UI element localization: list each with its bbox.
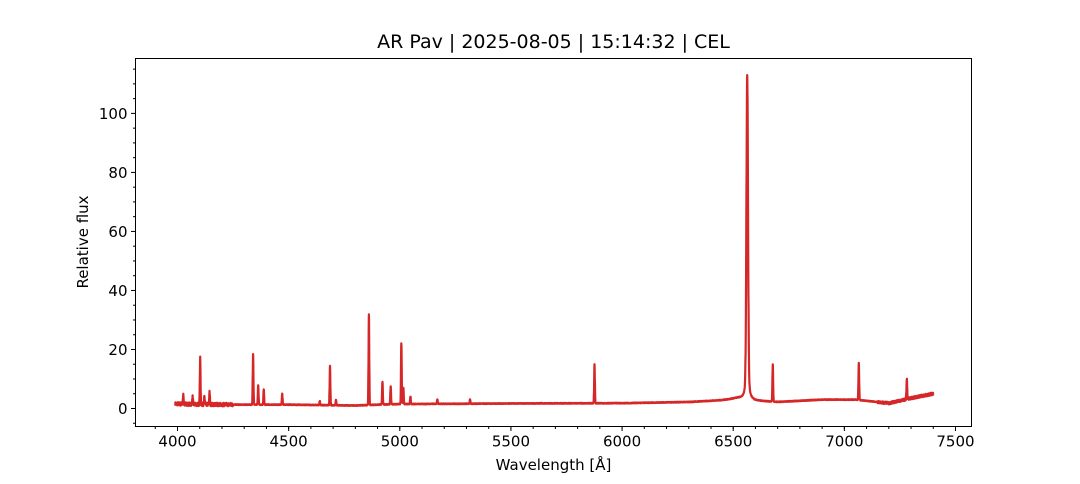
x-tick-label: 5000 — [381, 433, 419, 451]
x-axis: 4000 4500 5000 5500 6000 6500 7000 7500 — [154, 426, 975, 451]
y-axis-label: Relative flux — [74, 195, 92, 288]
chart-title: AR Pav | 2025-08-05 | 15:14:32 | CEL — [377, 31, 730, 53]
x-axis-label: Wavelength [Å] — [496, 455, 612, 474]
plot-area — [174, 74, 935, 408]
x-tick-label: 6500 — [714, 433, 752, 451]
y-tick-label: 60 — [108, 223, 127, 241]
y-axis: 0 20 40 60 80 100 — [99, 68, 136, 424]
x-tick-label: 7500 — [936, 433, 974, 451]
axes-frame — [135, 58, 972, 427]
y-tick-label: 100 — [99, 105, 128, 123]
x-tick-label: 5500 — [492, 433, 530, 451]
y-tick-label: 20 — [108, 341, 127, 359]
y-tick-label: 80 — [108, 164, 127, 182]
x-tick-label: 4000 — [158, 433, 196, 451]
spectrum-line — [174, 74, 935, 408]
y-tick-label: 0 — [118, 400, 128, 418]
x-tick-label: 6000 — [603, 433, 641, 451]
x-tick-label: 4500 — [270, 433, 308, 451]
x-tick-label: 7000 — [825, 433, 863, 451]
y-tick-label: 40 — [108, 282, 127, 300]
